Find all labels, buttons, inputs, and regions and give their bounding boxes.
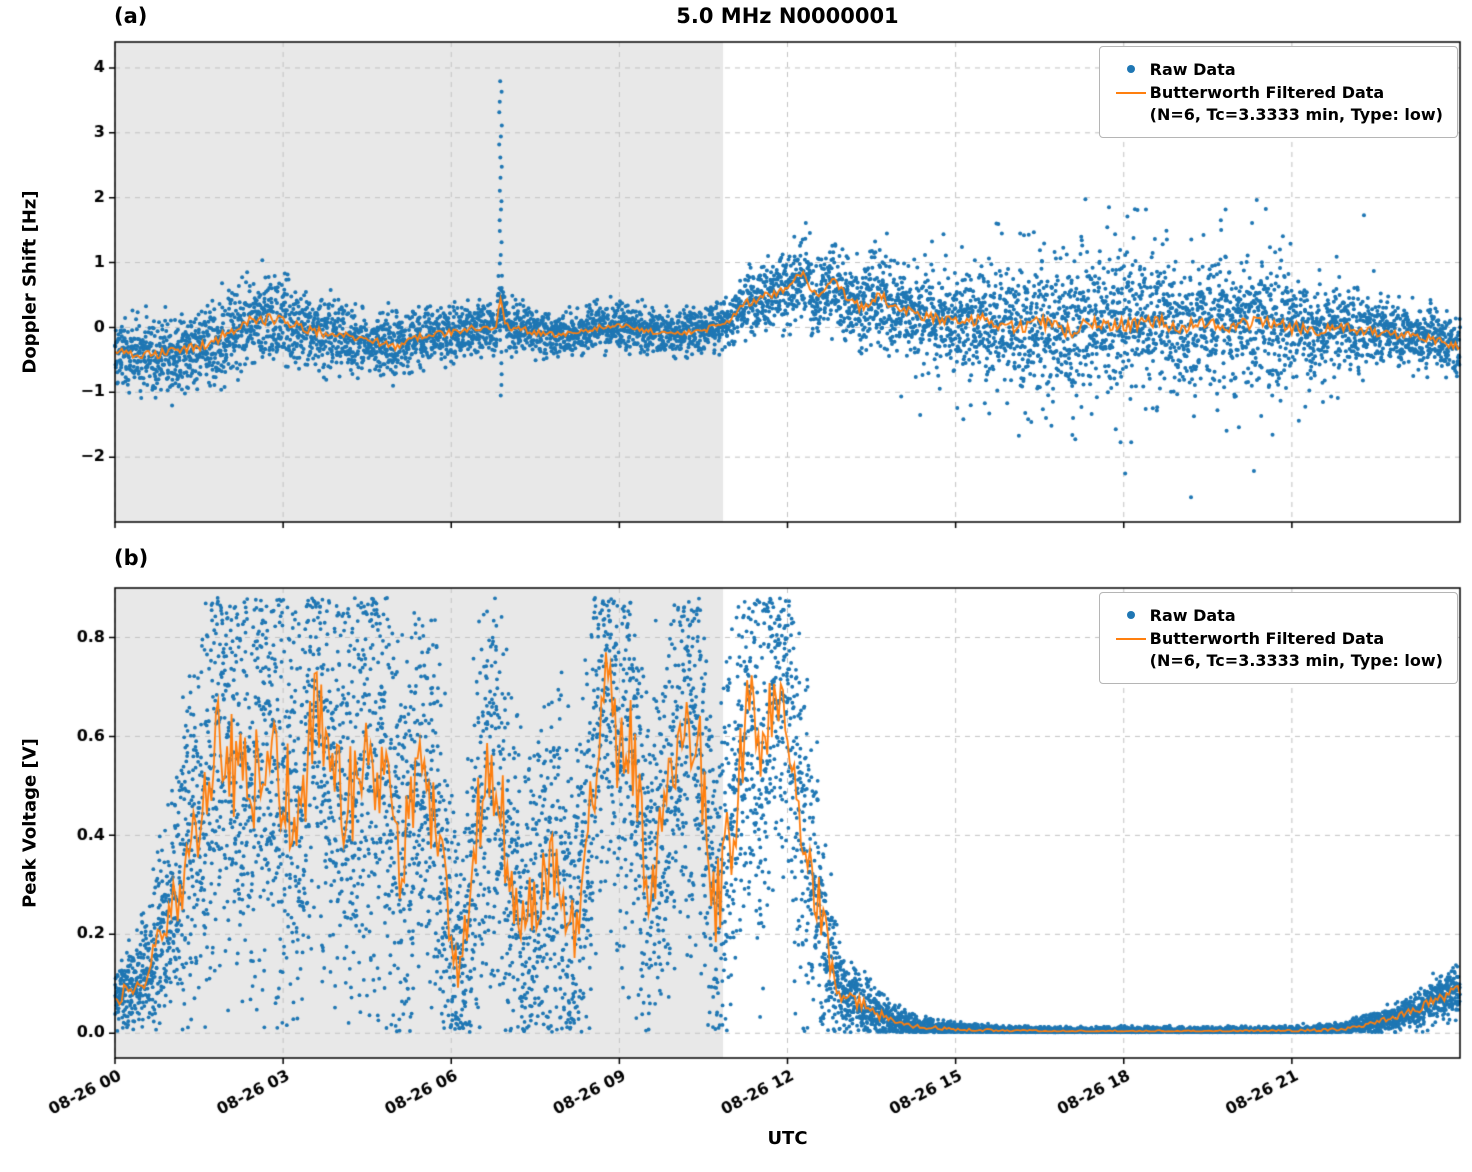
legend-filtered-sublabel: (N=6, Tc=3.3333 min, Type: low): [1149, 651, 1443, 670]
panel-a-label: (a): [114, 4, 148, 28]
legend-raw-label: Raw Data: [1149, 605, 1236, 625]
legend-filtered-label: Butterworth Filtered Data: [1149, 83, 1385, 102]
legend-item-raw: Raw Data: [1112, 58, 1443, 80]
legend-filtered-sublabel: (N=6, Tc=3.3333 min, Type: low): [1149, 105, 1443, 124]
y-axis-label-voltage: Peak Voltage [V]: [19, 738, 41, 908]
figure-title: 5.0 MHz N0000001: [676, 4, 899, 28]
legend-item-filtered: Butterworth Filtered Data (N=6, Tc=3.333…: [1112, 628, 1443, 672]
legend-raw-label: Raw Data: [1149, 59, 1236, 79]
panel-b-label: (b): [114, 546, 149, 570]
legend-item-raw: Raw Data: [1112, 604, 1443, 626]
legend-filtered-label: Butterworth Filtered Data: [1149, 629, 1385, 648]
raw-data-marker-icon: [1112, 58, 1150, 80]
filtered-line-icon: [1112, 628, 1150, 650]
legend-item-filtered: Butterworth Filtered Data (N=6, Tc=3.333…: [1112, 82, 1443, 126]
legend-panel-a: Raw Data Butterworth Filtered Data (N=6,…: [1098, 46, 1458, 138]
raw-data-marker-icon: [1112, 604, 1150, 626]
legend-panel-b: Raw Data Butterworth Filtered Data (N=6,…: [1098, 592, 1458, 684]
filtered-line-icon: [1112, 82, 1150, 104]
y-axis-label-doppler: Doppler Shift [Hz]: [19, 190, 41, 374]
x-axis-label: UTC: [767, 1128, 808, 1149]
